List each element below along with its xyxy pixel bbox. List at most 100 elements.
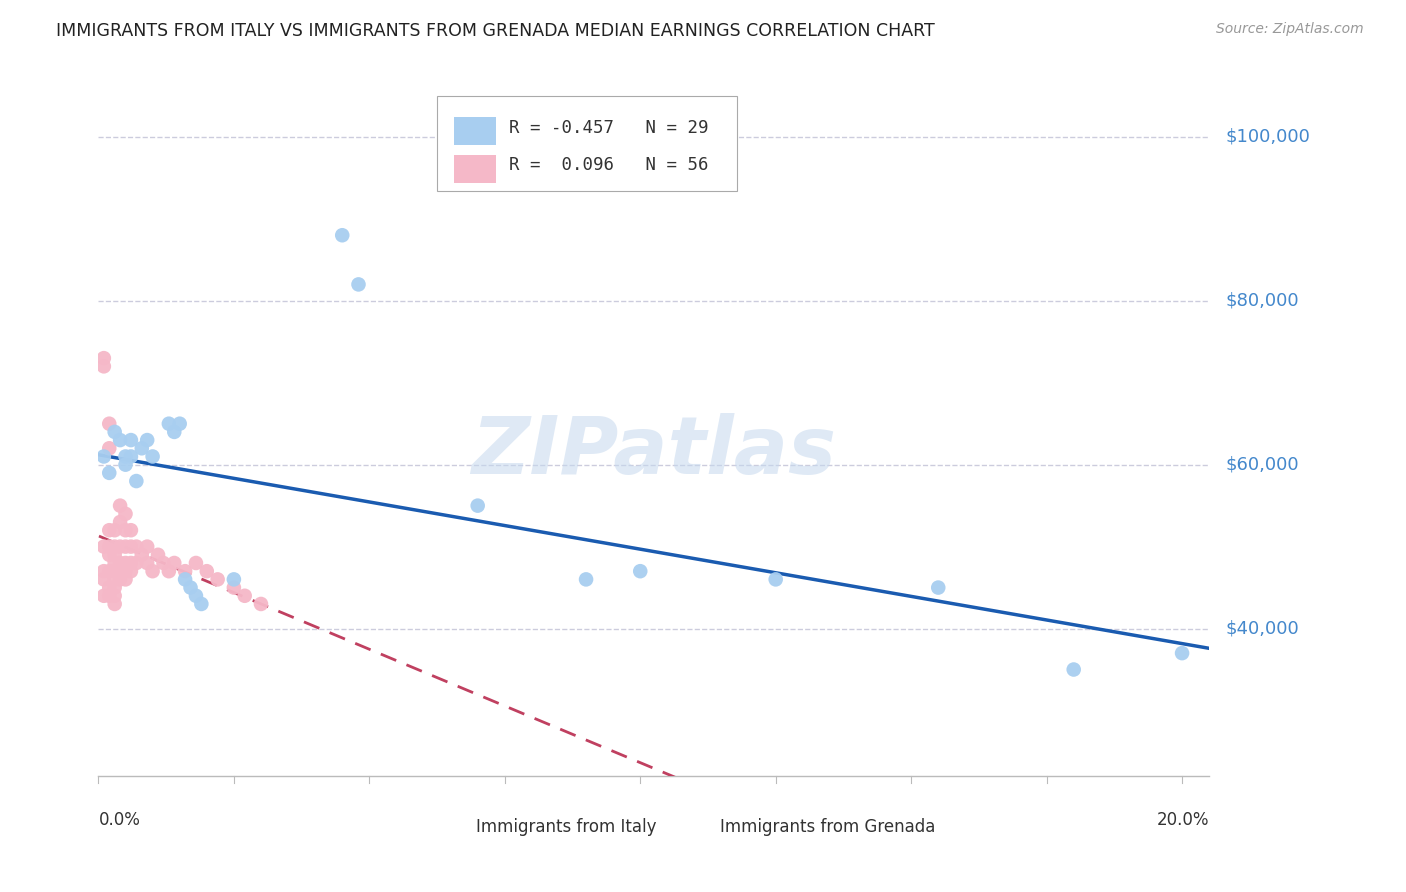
Point xyxy=(190,597,212,611)
Text: Immigrants from Grenada: Immigrants from Grenada xyxy=(720,818,936,836)
Point xyxy=(114,573,136,587)
Point xyxy=(120,433,142,447)
Point xyxy=(575,573,598,587)
Point xyxy=(120,564,142,578)
Point xyxy=(93,573,115,587)
Point xyxy=(98,442,121,456)
Point xyxy=(136,556,159,570)
Point xyxy=(347,277,370,292)
Point xyxy=(222,581,245,595)
Point xyxy=(163,556,186,570)
Point xyxy=(131,442,153,456)
Point xyxy=(222,573,245,587)
Point xyxy=(136,433,159,447)
Point xyxy=(114,564,136,578)
Point xyxy=(330,228,353,243)
Point xyxy=(142,450,165,464)
Point xyxy=(104,581,127,595)
Text: IMMIGRANTS FROM ITALY VS IMMIGRANTS FROM GRENADA MEDIAN EARNINGS CORRELATION CHA: IMMIGRANTS FROM ITALY VS IMMIGRANTS FROM… xyxy=(56,22,935,40)
Text: 0.0%: 0.0% xyxy=(98,812,141,830)
Text: R =  0.096   N = 56: R = 0.096 N = 56 xyxy=(509,156,709,174)
Point xyxy=(195,564,218,578)
Point xyxy=(104,564,127,578)
Text: $40,000: $40,000 xyxy=(1226,620,1299,638)
Point xyxy=(104,523,127,537)
Point xyxy=(108,433,131,447)
Point xyxy=(108,499,131,513)
Point xyxy=(131,548,153,562)
Point xyxy=(927,581,949,595)
Point xyxy=(125,474,148,488)
Point xyxy=(157,564,180,578)
Text: $80,000: $80,000 xyxy=(1226,292,1299,310)
Point xyxy=(98,581,121,595)
Point xyxy=(114,507,136,521)
Point xyxy=(98,589,121,603)
Point xyxy=(146,548,169,562)
Point xyxy=(250,597,273,611)
Point xyxy=(104,556,127,570)
Point xyxy=(108,573,131,587)
Point xyxy=(114,450,136,464)
Point xyxy=(98,466,121,480)
Point xyxy=(628,564,651,578)
Point xyxy=(174,564,197,578)
Point xyxy=(233,589,256,603)
Bar xyxy=(454,117,496,145)
Point xyxy=(120,540,142,554)
Point xyxy=(184,589,207,603)
Point xyxy=(152,556,174,570)
Point xyxy=(142,564,165,578)
Point xyxy=(108,556,131,570)
Point xyxy=(169,417,191,431)
Point xyxy=(114,523,136,537)
Point xyxy=(120,523,142,537)
Point xyxy=(180,581,202,595)
Point xyxy=(104,540,127,554)
Point xyxy=(136,540,159,554)
Point xyxy=(93,351,115,366)
Point xyxy=(125,556,148,570)
Point xyxy=(93,540,115,554)
FancyBboxPatch shape xyxy=(437,96,737,191)
Text: ZIPatlas: ZIPatlas xyxy=(471,413,837,491)
Point xyxy=(98,523,121,537)
Point xyxy=(98,417,121,431)
Point xyxy=(108,540,131,554)
Point xyxy=(93,589,115,603)
Point xyxy=(184,556,207,570)
Point xyxy=(157,417,180,431)
Bar xyxy=(682,816,713,843)
Point xyxy=(108,564,131,578)
Point xyxy=(114,556,136,570)
Bar xyxy=(454,154,496,183)
Text: Immigrants from Italy: Immigrants from Italy xyxy=(477,818,657,836)
Text: R = -0.457   N = 29: R = -0.457 N = 29 xyxy=(509,119,709,136)
Point xyxy=(104,548,127,562)
Point xyxy=(108,515,131,529)
Point xyxy=(467,499,489,513)
Point xyxy=(93,450,115,464)
Point xyxy=(104,597,127,611)
Point xyxy=(1063,663,1085,677)
Point xyxy=(93,359,115,374)
Point xyxy=(207,573,229,587)
Point xyxy=(174,573,197,587)
Point xyxy=(114,458,136,472)
Point xyxy=(120,556,142,570)
Point xyxy=(120,450,142,464)
Point xyxy=(98,564,121,578)
Point xyxy=(114,540,136,554)
Point xyxy=(93,564,115,578)
Point xyxy=(104,425,127,439)
Point xyxy=(765,573,787,587)
Point xyxy=(1171,646,1194,660)
Text: 20.0%: 20.0% xyxy=(1157,812,1209,830)
Point xyxy=(163,425,186,439)
Point xyxy=(98,540,121,554)
Text: Source: ZipAtlas.com: Source: ZipAtlas.com xyxy=(1216,22,1364,37)
Point xyxy=(98,548,121,562)
Point xyxy=(104,573,127,587)
Bar xyxy=(437,816,468,843)
Point xyxy=(125,540,148,554)
